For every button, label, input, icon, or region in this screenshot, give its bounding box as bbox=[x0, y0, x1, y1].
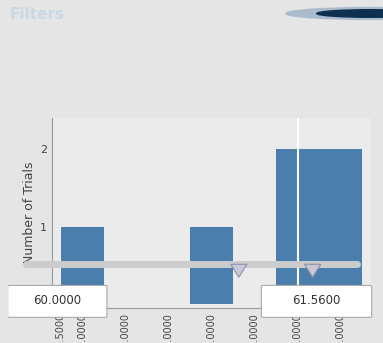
Bar bbox=[319, 149, 362, 304]
Text: 60.0000: 60.0000 bbox=[33, 295, 81, 308]
Circle shape bbox=[286, 8, 383, 20]
Bar bbox=[61, 227, 103, 304]
Bar bbox=[190, 227, 233, 304]
FancyBboxPatch shape bbox=[8, 285, 107, 317]
FancyBboxPatch shape bbox=[261, 285, 372, 317]
Bar bbox=[277, 149, 319, 304]
Text: 61.5600: 61.5600 bbox=[292, 295, 341, 308]
Circle shape bbox=[317, 10, 383, 17]
Polygon shape bbox=[304, 264, 321, 277]
Y-axis label: Number of Trials: Number of Trials bbox=[23, 162, 36, 264]
Polygon shape bbox=[231, 264, 247, 277]
Text: Filters: Filters bbox=[10, 7, 64, 22]
